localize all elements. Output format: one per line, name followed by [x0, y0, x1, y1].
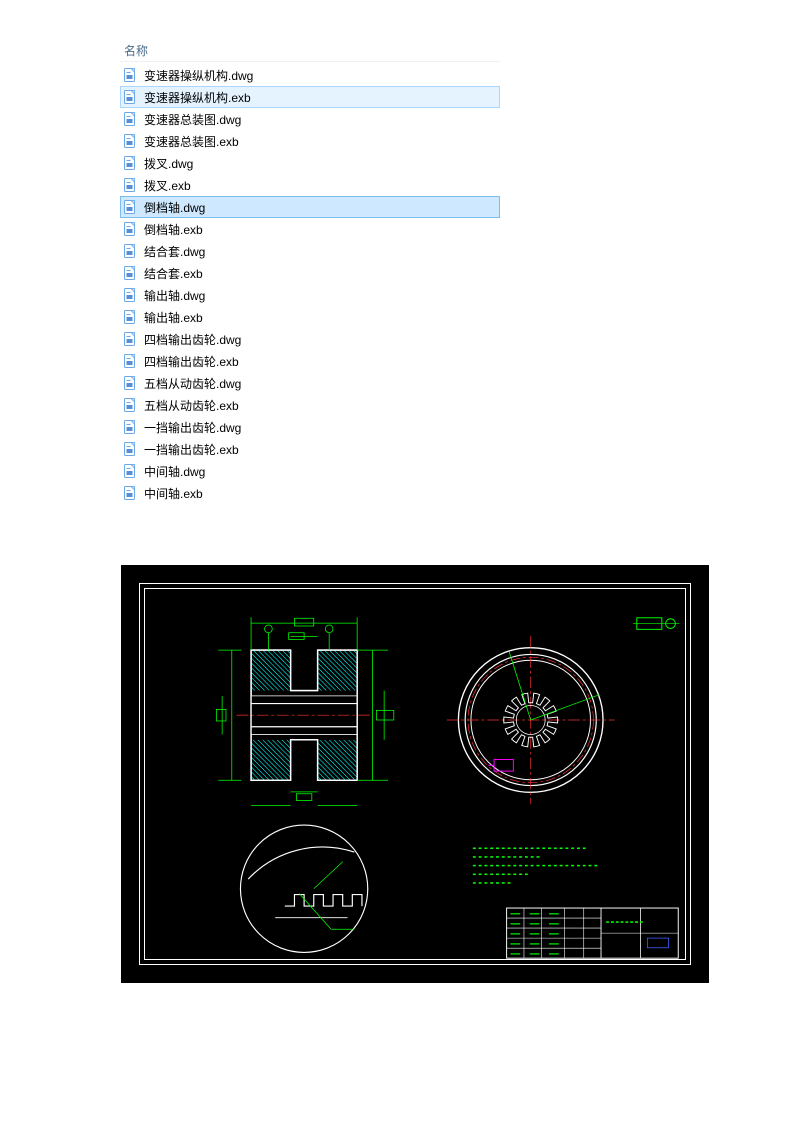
- file-name-label: 五档从动齿轮.exb: [144, 397, 239, 414]
- column-header-name[interactable]: 名称: [120, 40, 500, 62]
- file-row[interactable]: 五档从动齿轮.exb: [120, 394, 500, 416]
- file-name-label: 输出轴.dwg: [144, 287, 205, 304]
- dwg-file-icon: [122, 287, 138, 303]
- dwg-file-icon: [122, 375, 138, 391]
- file-name-label: 中间轴.exb: [144, 485, 203, 502]
- file-row[interactable]: 拨叉.dwg: [120, 152, 500, 174]
- file-name-label: 拨叉.exb: [144, 177, 191, 194]
- file-name-label: 结合套.exb: [144, 265, 203, 282]
- file-row[interactable]: 输出轴.dwg: [120, 284, 500, 306]
- dwg-file-icon: [122, 331, 138, 347]
- file-name-label: 五档从动齿轮.dwg: [144, 375, 241, 392]
- file-name-label: 一挡输出齿轮.dwg: [144, 419, 241, 436]
- file-row[interactable]: 中间轴.exb: [120, 482, 500, 504]
- file-name-label: 变速器总装图.dwg: [144, 111, 241, 128]
- dwg-file-icon: [122, 419, 138, 435]
- exb-file-icon: [122, 485, 138, 501]
- file-row[interactable]: 中间轴.dwg: [120, 460, 500, 482]
- file-name-label: 四档输出齿轮.dwg: [144, 331, 241, 348]
- dwg-file-icon: [122, 463, 138, 479]
- file-name-label: 拨叉.dwg: [144, 155, 193, 172]
- exb-file-icon: [122, 441, 138, 457]
- file-row[interactable]: 四档输出齿轮.exb: [120, 350, 500, 372]
- file-row[interactable]: 四档输出齿轮.dwg: [120, 328, 500, 350]
- dwg-file-icon: [122, 67, 138, 83]
- file-name-label: 变速器操纵机构.exb: [144, 89, 251, 106]
- file-row[interactable]: 结合套.dwg: [120, 240, 500, 262]
- file-row[interactable]: 变速器操纵机构.dwg: [120, 64, 500, 86]
- file-name-label: 四档输出齿轮.exb: [144, 353, 239, 370]
- exb-file-icon: [122, 397, 138, 413]
- file-name-label: 一挡输出齿轮.exb: [144, 441, 239, 458]
- dwg-file-icon: [122, 111, 138, 127]
- file-name-label: 输出轴.exb: [144, 309, 203, 326]
- file-row[interactable]: 倒档轴.exb: [120, 218, 500, 240]
- file-row[interactable]: 一挡输出齿轮.dwg: [120, 416, 500, 438]
- file-name-label: 倒档轴.exb: [144, 221, 203, 238]
- file-row[interactable]: 一挡输出齿轮.exb: [120, 438, 500, 460]
- file-row[interactable]: 倒档轴.dwg: [120, 196, 500, 218]
- exb-file-icon: [122, 309, 138, 325]
- file-row[interactable]: 变速器操纵机构.exb: [120, 86, 500, 108]
- cad-drawing-preview: [120, 564, 710, 984]
- file-row[interactable]: 变速器总装图.dwg: [120, 108, 500, 130]
- file-row[interactable]: 五档从动齿轮.dwg: [120, 372, 500, 394]
- file-list: 名称 变速器操纵机构.dwg 变速器操纵机构.exb 变速器总装图.dwg 变速…: [120, 40, 500, 504]
- exb-file-icon: [122, 89, 138, 105]
- exb-file-icon: [122, 177, 138, 193]
- dwg-file-icon: [122, 199, 138, 215]
- file-name-label: 变速器操纵机构.dwg: [144, 67, 253, 84]
- file-row[interactable]: 拨叉.exb: [120, 174, 500, 196]
- file-name-label: 结合套.dwg: [144, 243, 205, 260]
- cad-svg: [145, 589, 685, 959]
- exb-file-icon: [122, 353, 138, 369]
- file-name-label: 变速器总装图.exb: [144, 133, 239, 150]
- file-row[interactable]: 输出轴.exb: [120, 306, 500, 328]
- file-row[interactable]: 结合套.exb: [120, 262, 500, 284]
- exb-file-icon: [122, 221, 138, 237]
- file-name-label: 中间轴.dwg: [144, 463, 205, 480]
- file-name-label: 倒档轴.dwg: [144, 199, 205, 216]
- exb-file-icon: [122, 133, 138, 149]
- exb-file-icon: [122, 265, 138, 281]
- file-row[interactable]: 变速器总装图.exb: [120, 130, 500, 152]
- dwg-file-icon: [122, 155, 138, 171]
- dwg-file-icon: [122, 243, 138, 259]
